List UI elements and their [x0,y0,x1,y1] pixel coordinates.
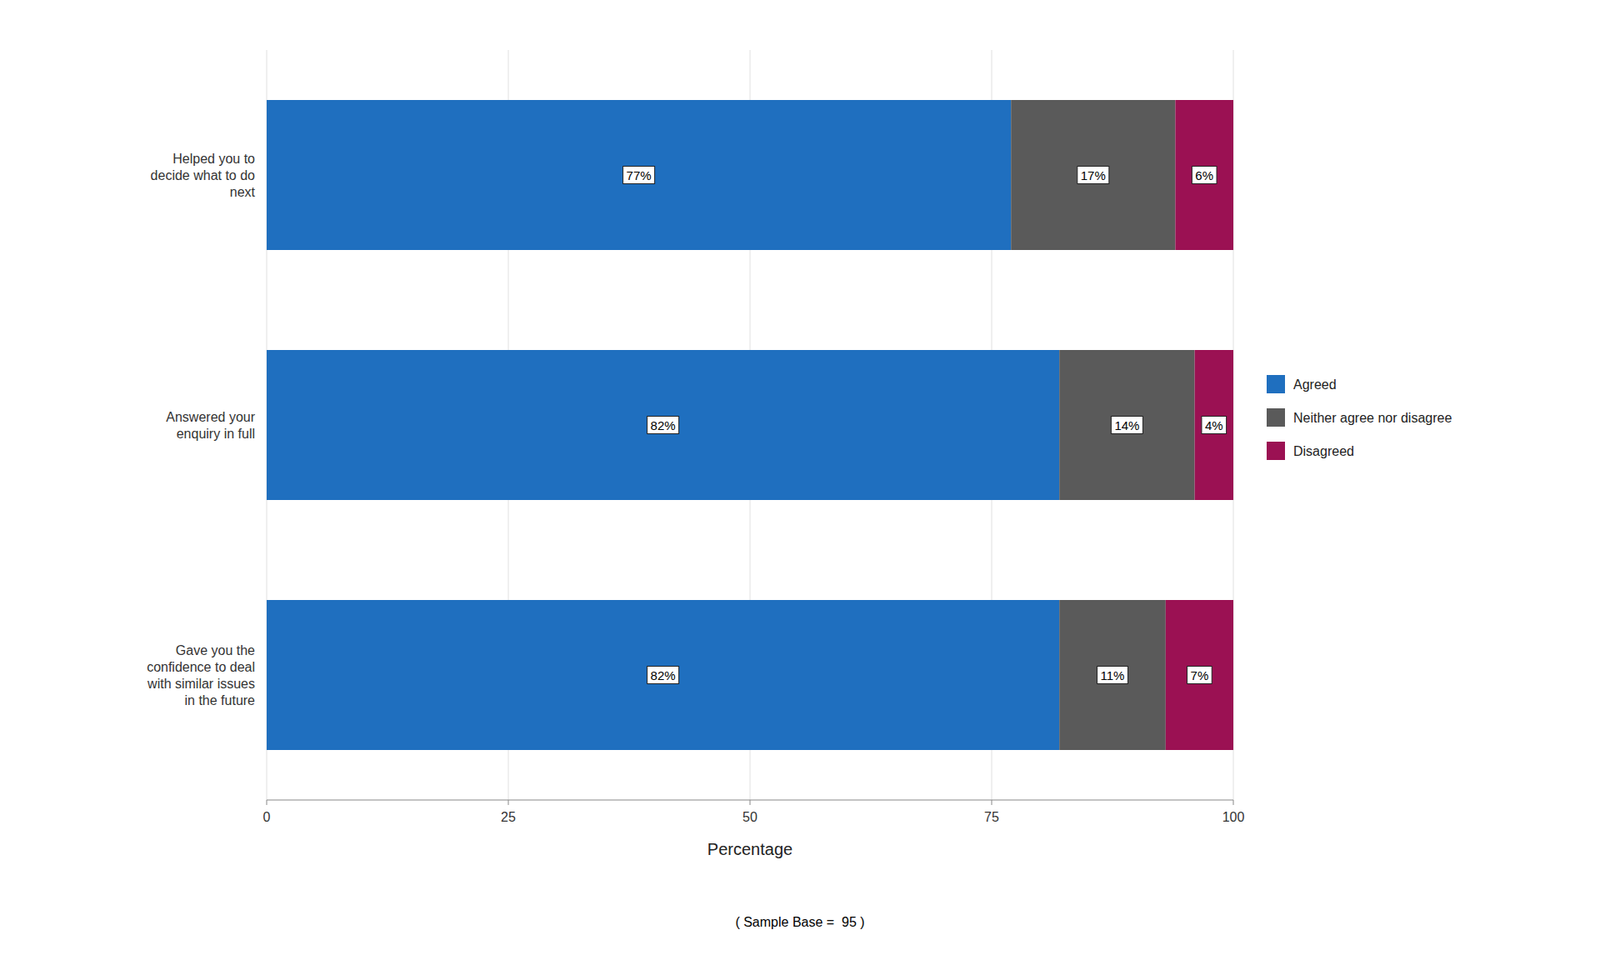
bar-segment [1010,100,1175,250]
category-label: Answered yourenquiry in full [165,410,255,441]
tick-label: 0 [263,810,271,825]
axis-title: Percentage [707,840,793,859]
data-label-box [647,666,680,685]
data-label-box [1201,416,1227,435]
data-label-box [1187,666,1213,685]
data-label: 11% [1097,666,1129,685]
grid [266,50,1234,800]
data-label: 14% [1110,416,1143,435]
legend-label: Neither agree nor disagree [1293,410,1452,425]
axis-line [266,800,1234,801]
data-label-text: 7% [1190,668,1210,683]
tick-label: 100 [1222,810,1245,825]
tick-mark [750,800,751,805]
tick-label: 25 [500,810,516,825]
bar-segment [266,100,1011,250]
bar-segment [1165,600,1234,750]
data-label-text: 6% [1195,168,1214,183]
tick-mark [991,800,993,805]
legend: Agreed Neither agree nor disagree Disagree… [1266,375,1452,460]
data-label: 7% [1187,666,1213,685]
tick-mark [508,800,510,805]
data-label-text: 82% [650,418,676,433]
legend-label: Agreed [1293,377,1337,392]
bar-segment [266,350,1060,500]
data-label-box [1097,666,1129,685]
data-label: 82% [647,416,680,435]
data-label-box [1077,166,1110,185]
legend-swatch [1266,375,1285,394]
category-label: Helped you todecide what to donext [150,151,256,200]
data-label-box [647,416,680,435]
data-label-box [623,166,655,185]
data-label-box [1110,416,1143,435]
data-label-text: 4% [1205,418,1224,433]
data-label: 4% [1201,416,1227,435]
tick-label: 50 [742,810,758,825]
bar-segment [1195,350,1234,500]
chart: 0 25 50 75 100 Percentage Helped you todecide … [0,0,1600,960]
bar-segment [266,600,1060,750]
tick-label: 75 [984,810,1000,825]
bar-segment [1175,100,1234,250]
data-label-box [1191,166,1217,185]
data-label-text: 82% [650,668,676,683]
bars [266,100,1234,750]
background [0,0,1600,960]
bar-segment [1059,350,1195,500]
tick-mark [1233,800,1235,805]
data-label: 6% [1191,166,1217,185]
annotation: ( Sample Base = 95 ) [735,915,865,930]
data-labels: 77% 82% 82% 17% 14% 11% 6% 4% 7% [623,166,1227,685]
category-label: Gave you theconfidence to dealwith simil… [146,643,255,708]
tick-mark [266,800,268,805]
y-axis: Helped you todecide what to donext Answer… [146,151,256,708]
data-label-text: 14% [1114,418,1140,433]
x-axis: 0 25 50 75 100 [263,800,1245,825]
data-label-text: 77% [626,168,652,183]
data-label: 77% [623,166,655,185]
legend-label: Disagreed [1293,444,1355,459]
data-label: 82% [647,666,680,685]
data-label-text: 17% [1080,168,1106,183]
data-label-text: 11% [1100,668,1125,683]
legend-swatch [1266,408,1285,427]
bar-segment [1059,600,1166,750]
data-label: 17% [1077,166,1110,185]
legend-swatch [1266,441,1285,460]
